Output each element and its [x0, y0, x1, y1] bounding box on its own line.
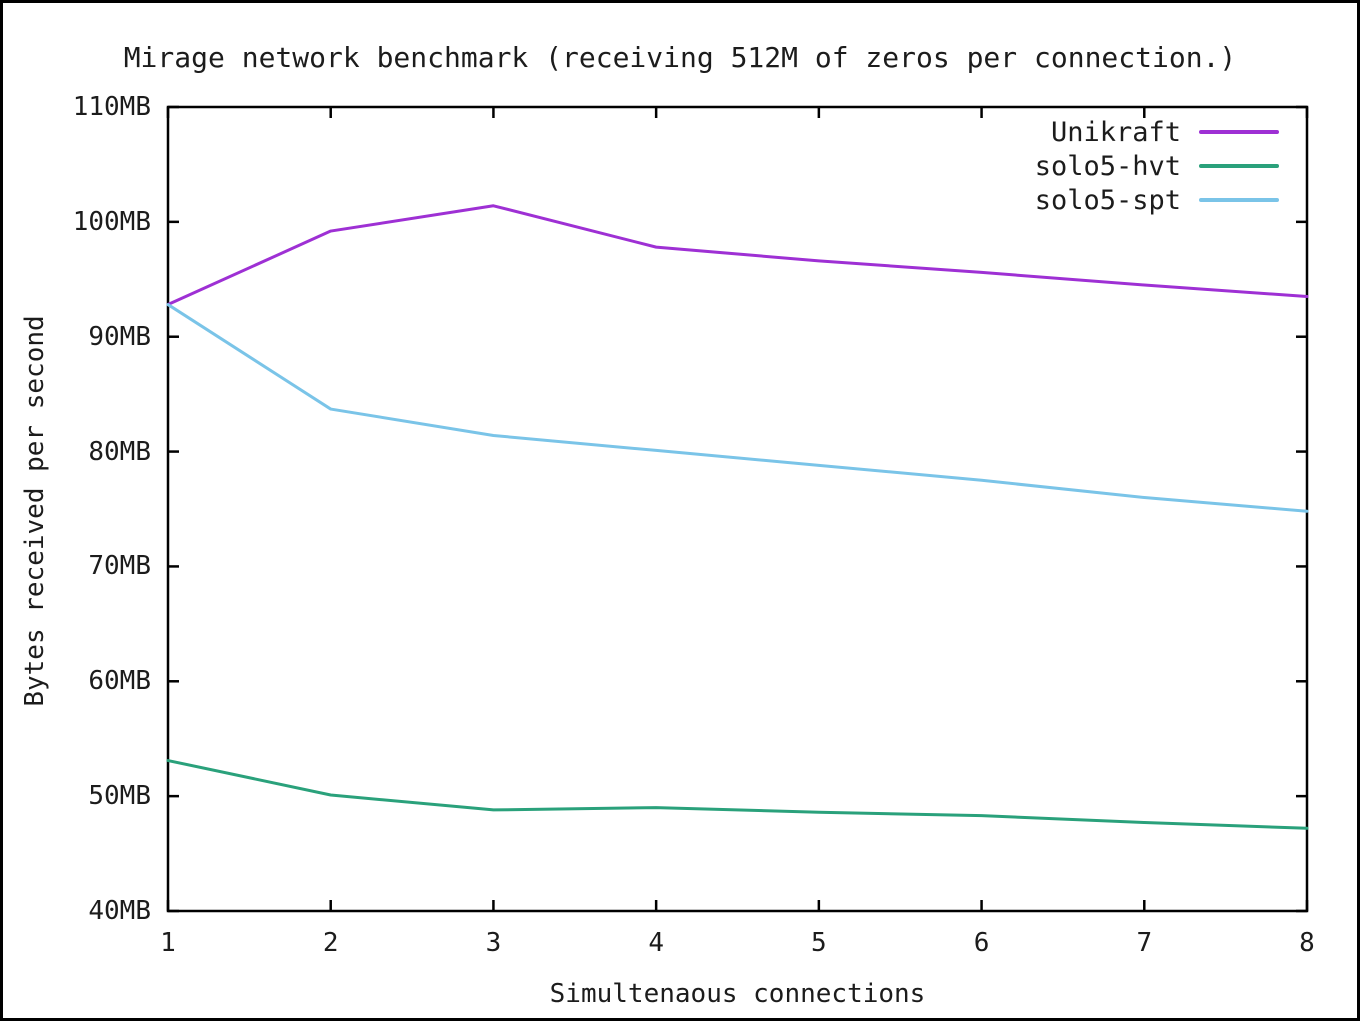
legend-label-solo5-hvt: solo5-hvt: [1034, 150, 1181, 182]
series-line-unikraft: [166, 204, 1309, 307]
legend-item-solo5-spt: solo5-spt: [903, 183, 1279, 217]
x-tick-label: 7: [1136, 928, 1153, 958]
series-line-solo5-spt: [166, 303, 1309, 513]
x-tick-label: 3: [485, 928, 502, 958]
legend-item-solo5-hvt: solo5-hvt: [903, 149, 1279, 183]
x-tick-label: 5: [811, 928, 827, 958]
legend: Unikraft solo5-hvt solo5-spt: [903, 115, 1279, 217]
legend-label-solo5-spt: solo5-spt: [1034, 184, 1181, 216]
legend-line-swatch-solo5-spt: [1199, 198, 1279, 202]
y-tick-label: 50MB: [88, 781, 151, 812]
x-tick-label: 1: [160, 928, 176, 958]
x-tick-label: 6: [973, 928, 990, 958]
legend-line-swatch-unikraft: [1199, 130, 1279, 134]
y-tick-label: 70MB: [88, 551, 151, 582]
plot-area: [166, 105, 1309, 913]
legend-line-swatch-solo5-hvt: [1199, 164, 1279, 168]
y-tick-label: 100MB: [72, 206, 151, 237]
x-tick-label: 4: [648, 928, 664, 958]
legend-item-unikraft: Unikraft: [903, 115, 1279, 149]
x-tick-label: 8: [1299, 928, 1315, 958]
series-line-solo5-hvt: [166, 759, 1309, 830]
legend-label-unikraft: Unikraft: [1050, 116, 1181, 148]
y-tick-label: 110MB: [72, 92, 151, 122]
x-axis-label: Simultenaous connections: [549, 979, 926, 1009]
chart-title: Mirage network benchmark (receiving 512M…: [123, 41, 1237, 74]
x-tick-label: 2: [322, 928, 339, 958]
y-tick-label: 80MB: [88, 436, 151, 467]
plot-frame: [166, 105, 1309, 913]
y-tick-label: 90MB: [88, 321, 151, 352]
y-tick-label: 40MB: [88, 896, 151, 926]
y-tick-label: 60MB: [88, 666, 151, 697]
